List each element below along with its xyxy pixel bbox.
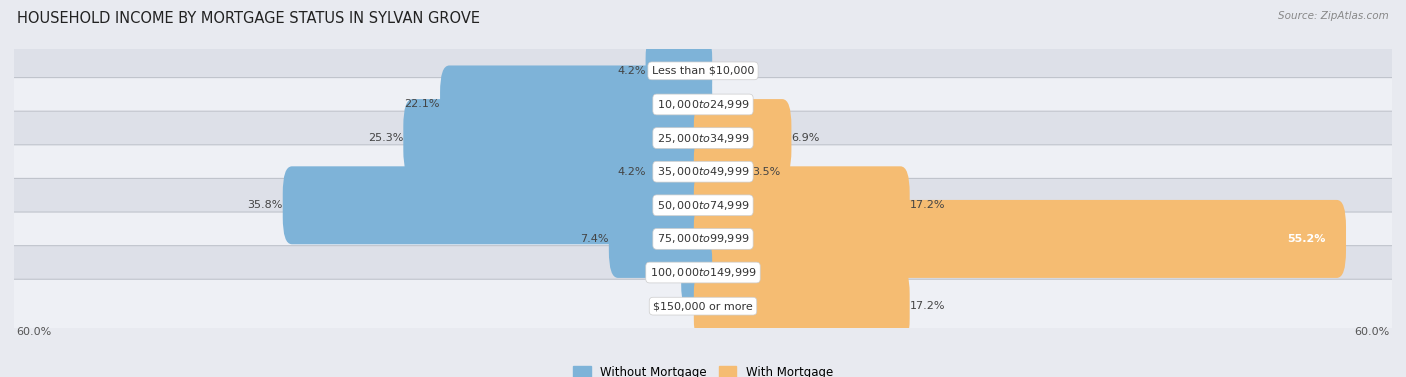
Text: $75,000 to $99,999: $75,000 to $99,999 [657, 232, 749, 245]
FancyBboxPatch shape [693, 200, 1346, 278]
Text: 55.2%: 55.2% [1286, 234, 1326, 244]
FancyBboxPatch shape [0, 246, 1406, 299]
Text: 17.2%: 17.2% [910, 200, 945, 210]
Text: $25,000 to $34,999: $25,000 to $34,999 [657, 132, 749, 145]
FancyBboxPatch shape [0, 279, 1406, 333]
Text: 0.0%: 0.0% [713, 268, 741, 277]
FancyBboxPatch shape [0, 212, 1406, 266]
FancyBboxPatch shape [0, 111, 1406, 165]
Text: 17.2%: 17.2% [910, 301, 945, 311]
Text: HOUSEHOLD INCOME BY MORTGAGE STATUS IN SYLVAN GROVE: HOUSEHOLD INCOME BY MORTGAGE STATUS IN S… [17, 11, 479, 26]
Text: $100,000 to $149,999: $100,000 to $149,999 [650, 266, 756, 279]
FancyBboxPatch shape [645, 32, 713, 110]
FancyBboxPatch shape [0, 145, 1406, 199]
Text: $10,000 to $24,999: $10,000 to $24,999 [657, 98, 749, 111]
Text: 0.0%: 0.0% [713, 66, 741, 76]
Text: 1.1%: 1.1% [652, 268, 681, 277]
Text: 3.5%: 3.5% [752, 167, 780, 177]
FancyBboxPatch shape [0, 78, 1406, 131]
Text: 25.3%: 25.3% [368, 133, 404, 143]
FancyBboxPatch shape [0, 44, 1406, 98]
Text: $50,000 to $74,999: $50,000 to $74,999 [657, 199, 749, 212]
Legend: Without Mortgage, With Mortgage: Without Mortgage, With Mortgage [568, 361, 838, 377]
Text: 0.0%: 0.0% [713, 100, 741, 109]
FancyBboxPatch shape [404, 99, 713, 177]
Text: Less than $10,000: Less than $10,000 [652, 66, 754, 76]
FancyBboxPatch shape [693, 267, 910, 345]
Text: 7.4%: 7.4% [581, 234, 609, 244]
Text: Source: ZipAtlas.com: Source: ZipAtlas.com [1278, 11, 1389, 21]
FancyBboxPatch shape [693, 99, 792, 177]
Text: $35,000 to $49,999: $35,000 to $49,999 [657, 165, 749, 178]
FancyBboxPatch shape [693, 133, 752, 211]
FancyBboxPatch shape [693, 166, 910, 244]
FancyBboxPatch shape [283, 166, 713, 244]
Text: 60.0%: 60.0% [17, 327, 52, 337]
Text: $150,000 or more: $150,000 or more [654, 301, 752, 311]
Text: 6.9%: 6.9% [792, 133, 820, 143]
Text: 4.2%: 4.2% [617, 66, 645, 76]
FancyBboxPatch shape [440, 66, 713, 144]
FancyBboxPatch shape [645, 133, 713, 211]
FancyBboxPatch shape [681, 233, 713, 311]
FancyBboxPatch shape [0, 178, 1406, 232]
Text: 60.0%: 60.0% [1354, 327, 1389, 337]
FancyBboxPatch shape [609, 200, 713, 278]
Text: 0.0%: 0.0% [665, 301, 693, 311]
Text: 22.1%: 22.1% [405, 100, 440, 109]
Text: 35.8%: 35.8% [247, 200, 283, 210]
Text: 4.2%: 4.2% [617, 167, 645, 177]
